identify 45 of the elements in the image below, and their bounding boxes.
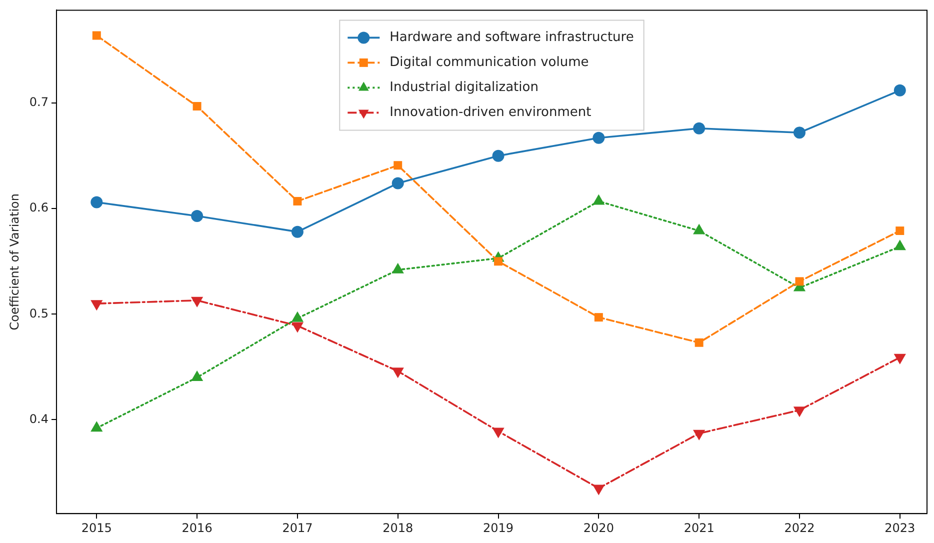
point <box>192 102 202 110</box>
x-tick-label: 2020 <box>583 520 614 535</box>
point <box>492 428 504 438</box>
x-tick-label: 2023 <box>884 520 916 535</box>
point <box>90 196 103 208</box>
point <box>894 354 906 364</box>
y-tick-label: 0.4 <box>29 412 48 426</box>
x-tick-label: 2022 <box>784 520 815 535</box>
y-tick-label: 0.6 <box>29 200 48 215</box>
x-tick-label: 2019 <box>482 520 514 535</box>
point <box>92 31 101 40</box>
point <box>394 161 402 170</box>
point <box>90 300 103 311</box>
legend-label: Innovation-driven environment <box>390 105 592 120</box>
point <box>693 122 706 134</box>
legend-label: Digital communication volume <box>390 55 589 70</box>
x-tick-label: 2021 <box>684 520 714 535</box>
point <box>694 338 704 347</box>
point <box>592 132 605 144</box>
point <box>494 257 503 266</box>
point <box>592 484 605 496</box>
legend-label: Industrial digitalization <box>390 80 538 96</box>
point <box>896 226 904 236</box>
point <box>392 368 404 378</box>
legend-label: Hardware and software infrastructure <box>390 30 634 46</box>
y-tick-label: 0.7 <box>29 95 48 110</box>
point <box>894 84 906 96</box>
point <box>795 277 804 286</box>
point <box>191 210 204 222</box>
y-axis-title: Coefficient of Variation <box>7 194 22 330</box>
x-tick-label: 2016 <box>182 520 212 535</box>
point <box>693 430 706 440</box>
x-tick-label: 2015 <box>81 520 112 535</box>
point <box>492 150 504 162</box>
point <box>190 296 204 308</box>
point <box>392 177 404 190</box>
point <box>293 196 302 206</box>
point <box>594 313 603 322</box>
y-tick-label: 0.5 <box>29 306 48 320</box>
point <box>793 406 806 418</box>
x-tick-label: 2018 <box>382 520 414 535</box>
point <box>291 226 304 238</box>
point <box>291 322 304 333</box>
x-tick-label: 2017 <box>282 520 313 535</box>
point <box>793 126 806 139</box>
